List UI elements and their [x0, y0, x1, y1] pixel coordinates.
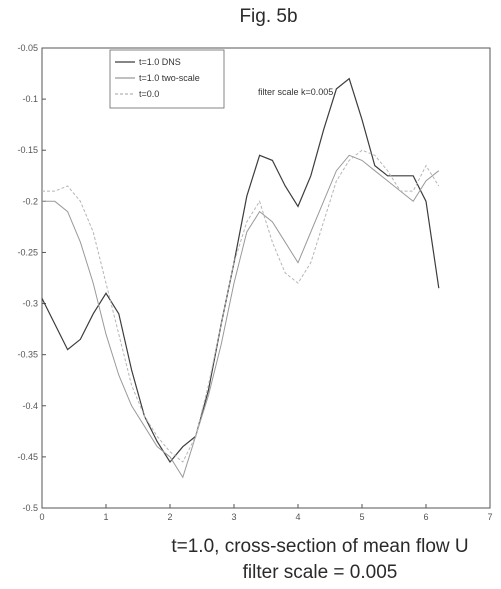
x-tick-label: 6 [423, 512, 428, 522]
x-tick-label: 0 [39, 512, 44, 522]
y-tick-label: -0.35 [17, 350, 38, 360]
legend-label: t=1.0 DNS [139, 57, 181, 67]
x-tick-label: 7 [487, 512, 492, 522]
y-tick-label: -0.05 [17, 43, 38, 53]
series-lines [41, 77, 440, 479]
series-line-2 [42, 149, 440, 463]
x-tick-label: 3 [231, 512, 236, 522]
y-tick-label: -0.2 [22, 196, 38, 206]
series-line-0 [41, 77, 440, 464]
figure-caption: t=1.0, cross-section of mean flow U filt… [150, 534, 490, 586]
x-tick-label: 5 [359, 512, 364, 522]
y-tick-label: -0.25 [17, 247, 38, 257]
legend-label: t=0.0 [139, 89, 159, 99]
legend: t=1.0 DNS t=1.0 two-scale t=0.0 [109, 49, 225, 109]
filter-scale-annotation: filter scale k=0.005 [258, 87, 333, 97]
y-tick-label: -0.15 [17, 145, 38, 155]
legend-label: t=1.0 two-scale [139, 73, 200, 83]
x-tick-label: 1 [103, 512, 108, 522]
caption-line-1: t=1.0, cross-section of mean flow U [171, 536, 469, 557]
x-tick-label: 2 [167, 512, 172, 522]
y-tick-label: -0.1 [22, 94, 38, 104]
caption-line-2: filter scale = 0.005 [242, 562, 398, 583]
plot-area-frame [41, 47, 491, 509]
y-tick-label: -0.4 [22, 401, 38, 411]
y-tick-label: -0.45 [17, 452, 38, 462]
y-tick-label: -0.3 [22, 299, 38, 309]
legend-box [109, 49, 225, 109]
chart-title: Fig. 5b [239, 6, 298, 27]
x-tick-label: 4 [295, 512, 300, 522]
series-line-1 [42, 154, 440, 479]
axis-ticks: 0 1 2 3 4 5 6 7 -0.05 -0.1 -0.15 -0.2 -0.25 -0.3 -0.35… [17, 43, 492, 522]
y-tick-label: -0.5 [22, 503, 38, 513]
